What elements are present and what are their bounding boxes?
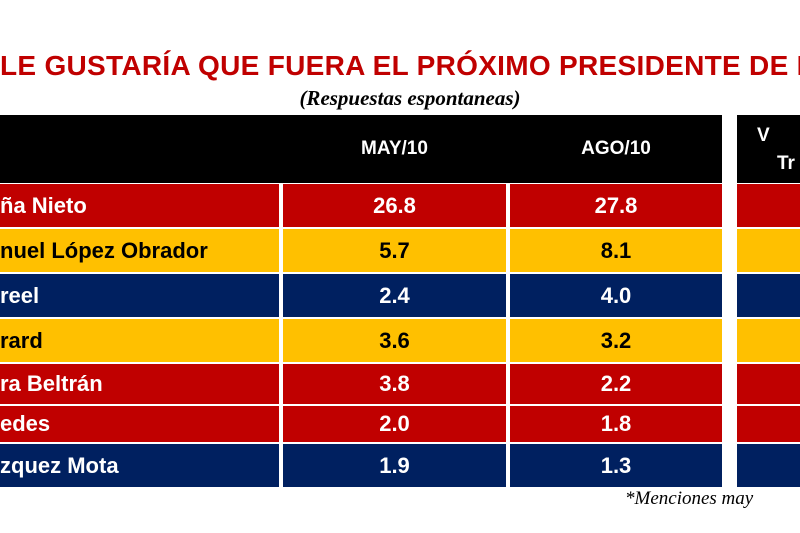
right-table-row — [737, 319, 800, 362]
value-may-text: 3.8 — [379, 371, 410, 396]
value-ago: 1.8 — [510, 406, 722, 442]
value-ago: 1.3 — [510, 444, 722, 487]
right-header-line-2: Tr — [777, 153, 795, 174]
footnote: *Menciones may — [625, 488, 754, 509]
value-ago: 2.2 — [510, 364, 722, 404]
value-ago-text: 27.8 — [594, 192, 638, 218]
value-may-text: 5.7 — [379, 237, 410, 263]
candidate-name: edes — [0, 406, 279, 442]
value-ago: 4.0 — [510, 274, 722, 317]
right-table-row — [737, 274, 800, 317]
value-may-text: 2.4 — [379, 282, 410, 308]
right-table-row — [737, 444, 800, 487]
candidate-name-text: edes — [0, 411, 51, 436]
candidate-name-text: ña Nieto — [0, 192, 87, 218]
chart-title: LE GUSTARÍA QUE FUERA EL PRÓXIMO PRESIDE… — [0, 50, 800, 81]
value-ago-text: 1.3 — [600, 452, 632, 478]
right-table-header: V Tr — [737, 115, 800, 183]
candidate-name-text: zquez Mota — [0, 452, 119, 478]
value-may: 26.8 — [283, 184, 506, 227]
table-row: rard 3.6 3.2 — [0, 319, 722, 362]
value-may-text: 2.0 — [379, 411, 410, 436]
candidate-name: rard — [0, 319, 279, 362]
candidate-name: nuel López Obrador — [0, 229, 279, 272]
table-row: zquez Mota 1.9 1.3 — [0, 444, 722, 487]
value-ago: 3.2 — [510, 319, 722, 362]
value-may-text: 26.8 — [373, 192, 416, 218]
table-row: nuel López Obrador 5.7 8.1 — [0, 229, 722, 272]
value-may: 1.9 — [283, 444, 506, 487]
table-header: MAY/10 AGO/10 — [0, 115, 722, 183]
value-ago-text: 2.2 — [600, 371, 632, 396]
value-ago: 8.1 — [510, 229, 722, 272]
candidate-name-text: ra Beltrán — [0, 371, 103, 396]
value-may: 5.7 — [283, 229, 506, 272]
candidate-name-text: nuel López Obrador — [0, 237, 208, 263]
candidate-name: ña Nieto — [0, 184, 279, 227]
value-ago-text: 8.1 — [600, 237, 632, 263]
candidate-name-text: rard — [0, 327, 43, 353]
value-ago: 27.8 — [510, 184, 722, 227]
right-header-line-1: V — [757, 125, 770, 146]
value-may: 2.0 — [283, 406, 506, 442]
right-table-row — [737, 184, 800, 227]
column-header-ago: AGO/10 — [581, 138, 651, 159]
value-may-text: 3.6 — [379, 327, 410, 353]
value-ago-text: 4.0 — [600, 282, 632, 308]
value-may: 2.4 — [283, 274, 506, 317]
candidate-name: ra Beltrán — [0, 364, 279, 404]
candidate-name: zquez Mota — [0, 444, 279, 487]
right-table-row — [737, 406, 800, 442]
value-may-text: 1.9 — [379, 452, 410, 478]
table-row: edes 2.0 1.8 — [0, 406, 722, 442]
right-table-row — [737, 229, 800, 272]
chart-subtitle: (Respuestas espontaneas) — [299, 86, 521, 110]
column-header-may: MAY/10 — [361, 138, 428, 159]
value-may: 3.6 — [283, 319, 506, 362]
value-may: 3.8 — [283, 364, 506, 404]
candidate-name: reel — [0, 274, 279, 317]
right-table-row — [737, 364, 800, 404]
table-row: ña Nieto 26.8 27.8 — [0, 184, 722, 227]
table-row: reel 2.4 4.0 — [0, 274, 722, 317]
value-ago-text: 1.8 — [600, 411, 632, 436]
candidate-name-text: reel — [0, 282, 40, 308]
table-row: ra Beltrán 3.8 2.2 — [0, 364, 722, 404]
value-ago-text: 3.2 — [600, 327, 632, 353]
